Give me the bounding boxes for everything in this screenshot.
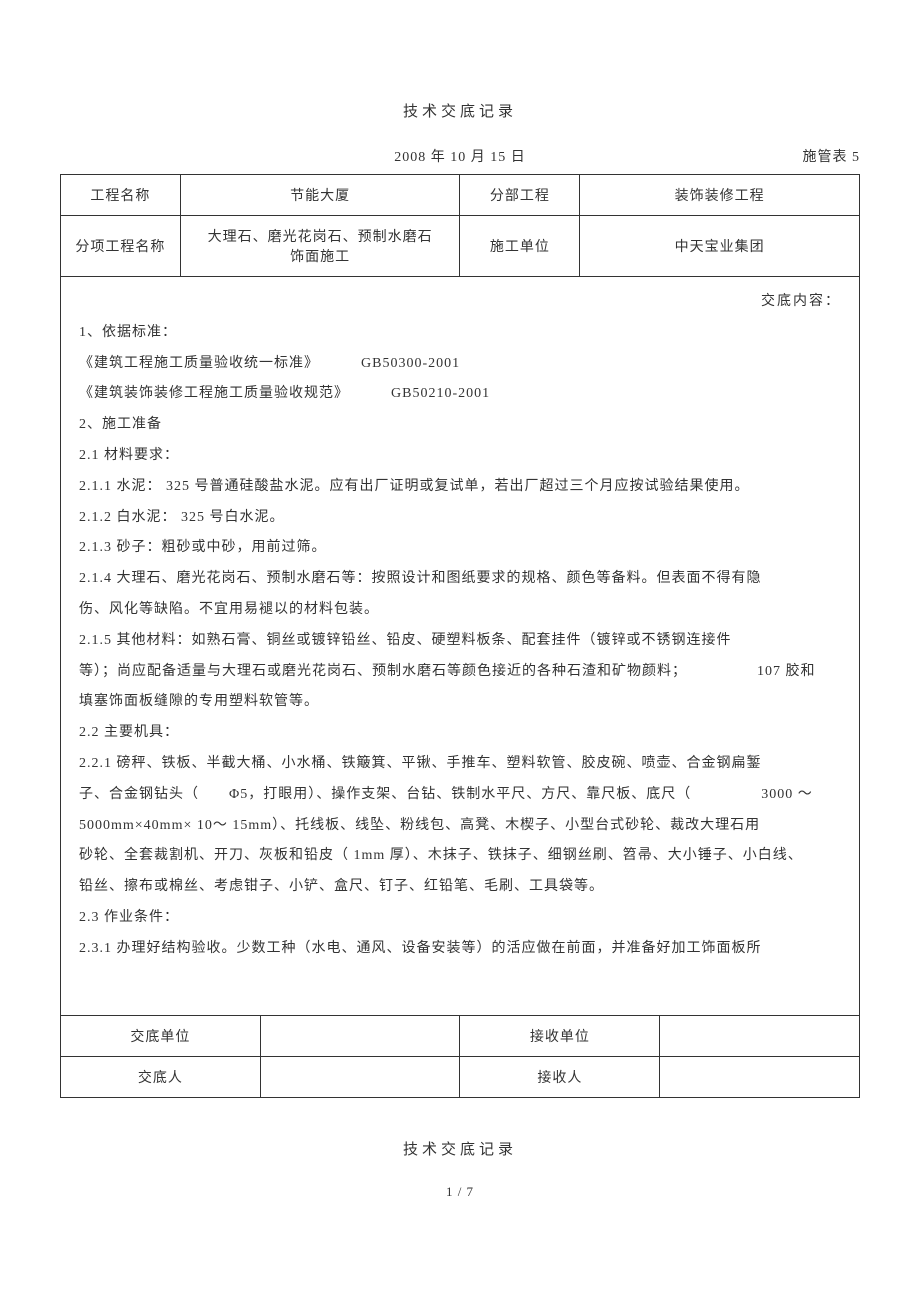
page-number: 1 / 7 bbox=[60, 1184, 860, 1200]
value-receive-unit bbox=[660, 1016, 860, 1057]
content-line: 填塞饰面板缝隙的专用塑料软管等。 bbox=[79, 687, 841, 718]
content-line: 2.2 主要机具： bbox=[79, 718, 841, 749]
content-cell: 交底内容： 1、依据标准： 《建筑工程施工质量验收统一标准》GB50300-20… bbox=[61, 277, 860, 1016]
value-construction-unit: 中天宝业集团 bbox=[580, 216, 860, 277]
doc-title-next: 技术交底记录 bbox=[60, 1138, 860, 1159]
label-disclose-unit: 交底单位 bbox=[61, 1016, 261, 1057]
content-heading: 交底内容： bbox=[79, 287, 841, 318]
form-number: 施管表 5 bbox=[803, 146, 861, 166]
content-line: 2.3 作业条件： bbox=[79, 903, 841, 934]
content-line: 《建筑装饰装修工程施工质量验收规范》GB50210-2001 bbox=[79, 379, 841, 410]
content-line: 2.1.5 其他材料：如熟石膏、铜丝或镀锌铅丝、铅皮、硬塑料板条、配套挂件（镀锌… bbox=[79, 626, 841, 657]
doc-date: 2008 年 10 月 15 日 bbox=[394, 146, 526, 166]
label-division: 分部工程 bbox=[460, 175, 580, 216]
content-line: 铅丝、擦布或棉丝、考虑钳子、小铲、盒尺、钉子、红铅笔、毛刷、工具袋等。 bbox=[79, 872, 841, 903]
value-disclose-unit bbox=[260, 1016, 460, 1057]
table-row: 分项工程名称 大理石、磨光花岗石、预制水磨石 饰面施工 施工单位 中天宝业集团 bbox=[61, 216, 860, 277]
content-line: 伤、风化等缺陷。不宜用易褪以的材料包装。 bbox=[79, 595, 841, 626]
content-line: 《建筑工程施工质量验收统一标准》GB50300-2001 bbox=[79, 349, 841, 380]
record-table: 工程名称 节能大厦 分部工程 装饰装修工程 分项工程名称 大理石、磨光花岗石、预… bbox=[60, 174, 860, 1098]
content-line: 5000mm×40mm× 10～ 15mm）、托线板、线坠、粉线包、高凳、木楔子… bbox=[79, 811, 841, 842]
label-receive-person: 接收人 bbox=[460, 1057, 660, 1098]
content-line: 1、依据标准： bbox=[79, 318, 841, 349]
value-receive-person bbox=[660, 1057, 860, 1098]
value-project-name: 节能大厦 bbox=[180, 175, 460, 216]
content-line: 2.2.1 磅秤、铁板、半截大桶、小水桶、铁簸箕、平锹、手推车、塑料软管、胶皮碗… bbox=[79, 749, 841, 780]
table-row: 交底内容： 1、依据标准： 《建筑工程施工质量验收统一标准》GB50300-20… bbox=[61, 277, 860, 1016]
doc-title: 技术交底记录 bbox=[60, 100, 860, 121]
content-line: 砂轮、全套裁割机、开刀、灰板和铅皮（ 1mm 厚）、木抹子、铁抹子、细钢丝刷、笤… bbox=[79, 841, 841, 872]
table-row: 交底单位 接收单位 bbox=[61, 1016, 860, 1057]
content-line: 子、合金钢钻头（Φ5，打眼用）、操作支架、台钻、铁制水平尺、方尺、靠尺板、底尺（… bbox=[79, 780, 841, 811]
content-line: 2.1 材料要求： bbox=[79, 441, 841, 472]
content-line: 2.1.4 大理石、磨光花岗石、预制水磨石等：按照设计和图纸要求的规格、颜色等备… bbox=[79, 564, 841, 595]
label-subproject-name: 分项工程名称 bbox=[61, 216, 181, 277]
content-line: 2.1.3 砂子：粗砂或中砂，用前过筛。 bbox=[79, 533, 841, 564]
table-row: 交底人 接收人 bbox=[61, 1057, 860, 1098]
label-receive-unit: 接收单位 bbox=[460, 1016, 660, 1057]
label-disclose-person: 交底人 bbox=[61, 1057, 261, 1098]
content-line: 2.1.2 白水泥： 325 号白水泥。 bbox=[79, 503, 841, 534]
value-division: 装饰装修工程 bbox=[580, 175, 860, 216]
content-line: 2.1.1 水泥： 325 号普通硅酸盐水泥。应有出厂证明或复试单，若出厂超过三… bbox=[79, 472, 841, 503]
label-project-name: 工程名称 bbox=[61, 175, 181, 216]
value-disclose-person bbox=[260, 1057, 460, 1098]
label-construction-unit: 施工单位 bbox=[460, 216, 580, 277]
table-row: 工程名称 节能大厦 分部工程 装饰装修工程 bbox=[61, 175, 860, 216]
value-subproject-name: 大理石、磨光花岗石、预制水磨石 饰面施工 bbox=[180, 216, 460, 277]
content-line: 等）；尚应配备适量与大理石或磨光花岗石、预制水磨石等颜色接近的各种石渣和矿物颜料… bbox=[79, 657, 841, 688]
content-line: 2、施工准备 bbox=[79, 410, 841, 441]
content-line: 2.3.1 办理好结构验收。少数工种（水电、通风、设备安装等）的活应做在前面，并… bbox=[79, 934, 841, 965]
